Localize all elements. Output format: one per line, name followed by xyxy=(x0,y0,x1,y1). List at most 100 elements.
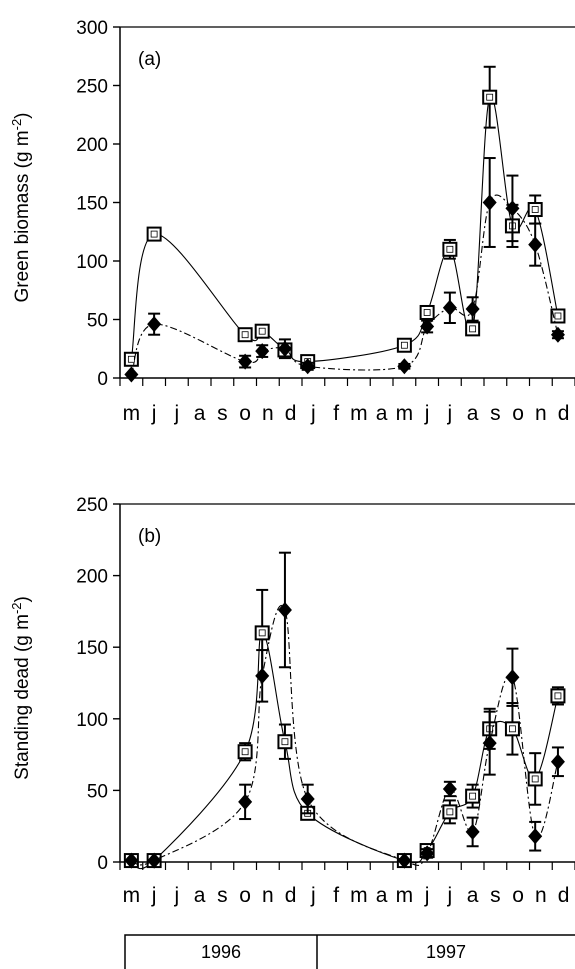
data-point-diamond xyxy=(465,300,480,317)
y-tick-label: 150 xyxy=(76,638,108,659)
year-label-1996: 1996 xyxy=(201,942,241,962)
y-tick-label: 100 xyxy=(76,252,108,273)
month-label: j xyxy=(310,884,316,907)
month-label: s xyxy=(490,884,501,907)
data-point-square xyxy=(254,625,270,641)
month-label: o xyxy=(512,884,524,907)
data-point-diamond xyxy=(300,790,315,807)
month-label: s xyxy=(217,884,228,907)
y-tick-label: 0 xyxy=(97,369,108,390)
data-point-square-inner xyxy=(150,230,158,238)
month-label: j xyxy=(151,402,157,425)
data-point-square xyxy=(482,89,498,105)
month-label: m xyxy=(350,402,368,425)
y-tick-label: 0 xyxy=(97,853,108,874)
data-point-diamond xyxy=(255,343,270,360)
data-point-square-inner xyxy=(469,325,477,333)
data-point-diamond xyxy=(528,236,543,253)
month-label: a xyxy=(467,402,479,425)
data-point-diamond xyxy=(124,852,139,869)
month-label: d xyxy=(285,884,297,907)
data-point-square xyxy=(527,202,543,218)
data-point-diamond xyxy=(482,735,497,752)
month-label: j xyxy=(151,884,157,907)
data-point-diamond xyxy=(277,340,292,357)
month-label: m xyxy=(396,884,414,907)
series-line xyxy=(130,95,559,363)
data-point-square xyxy=(504,721,520,737)
y-axis-label-end: ) xyxy=(12,112,33,118)
data-point-square xyxy=(277,734,293,750)
data-point-square-inner xyxy=(446,245,454,253)
y-axis-label-sup: -2 xyxy=(9,602,24,614)
data-point-square xyxy=(419,304,435,320)
month-label: j xyxy=(174,884,180,907)
data-point-square xyxy=(396,337,412,353)
month-label: n xyxy=(262,884,274,907)
data-point-square-inner xyxy=(258,327,266,335)
panel-label: (b) xyxy=(138,526,161,547)
data-point-diamond xyxy=(482,194,497,211)
data-point-square xyxy=(442,241,458,257)
data-point-square xyxy=(237,744,253,760)
y-axis-label-main: Standing dead (g m xyxy=(12,614,33,780)
data-point-diamond xyxy=(465,823,480,840)
data-point-square-inner xyxy=(554,312,562,320)
y-tick-label: 100 xyxy=(76,710,108,731)
y-tick-label: 250 xyxy=(76,495,108,516)
month-label: o xyxy=(239,884,251,907)
data-point-square-inner xyxy=(531,206,539,213)
data-point-square-inner xyxy=(241,331,249,339)
month-label: o xyxy=(512,402,524,425)
month-label: d xyxy=(285,402,297,425)
data-point-diamond xyxy=(255,667,270,684)
year-bar-frame xyxy=(124,934,575,969)
data-point-diamond xyxy=(420,845,435,862)
data-point-diamond xyxy=(147,852,162,869)
month-label: j xyxy=(424,402,430,425)
data-point-diamond xyxy=(238,793,253,810)
data-point-diamond xyxy=(420,318,435,335)
month-label: s xyxy=(490,402,501,425)
month-label: f xyxy=(333,884,339,907)
y-tick-label: 200 xyxy=(76,567,108,588)
data-point-diamond xyxy=(550,326,565,343)
data-point-diamond xyxy=(550,753,565,770)
data-point-square xyxy=(442,804,458,820)
month-label: a xyxy=(376,884,388,907)
month-label: a xyxy=(376,402,388,425)
data-point-square-inner xyxy=(531,775,539,783)
month-label: a xyxy=(194,884,206,907)
y-tick-label: 250 xyxy=(76,77,108,98)
data-point-square xyxy=(237,327,253,343)
series-line xyxy=(131,605,559,866)
month-label: d xyxy=(558,884,570,907)
data-point-square xyxy=(527,771,543,787)
data-point-diamond xyxy=(238,353,253,370)
month-label: a xyxy=(467,884,479,907)
month-label: f xyxy=(333,402,339,425)
data-point-diamond xyxy=(505,669,520,686)
month-label: j xyxy=(310,402,316,425)
month-label: a xyxy=(194,402,206,425)
month-label: j xyxy=(447,884,453,907)
month-label: n xyxy=(535,402,547,425)
month-label: j xyxy=(447,402,453,425)
month-label: m xyxy=(350,884,368,907)
month-label: n xyxy=(535,884,547,907)
month-label: o xyxy=(239,402,251,425)
data-point-diamond xyxy=(397,358,412,375)
series-line xyxy=(130,194,559,375)
month-label: m xyxy=(396,402,414,425)
data-point-square-inner xyxy=(486,93,494,101)
data-point-square-inner xyxy=(281,738,289,746)
data-point-square xyxy=(550,688,566,704)
data-point-square xyxy=(146,226,162,242)
month-label: j xyxy=(174,402,180,425)
data-point-diamond xyxy=(147,316,162,333)
month-label: j xyxy=(424,884,430,907)
y-tick-label: 300 xyxy=(76,18,108,39)
y-tick-label: 150 xyxy=(76,194,108,215)
